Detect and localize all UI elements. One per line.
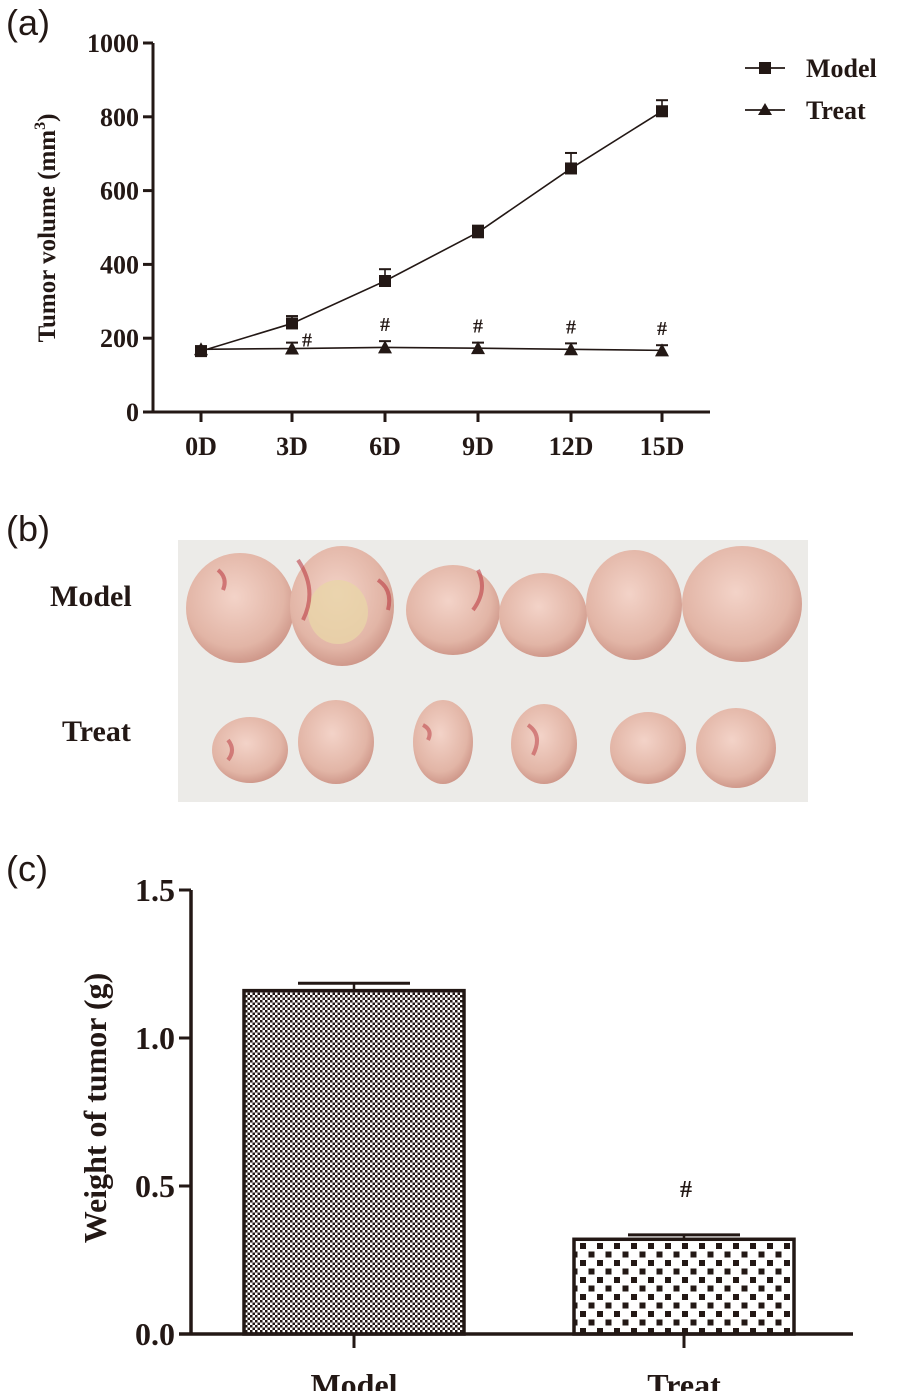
tumor-treat-6 [696, 708, 776, 788]
x-tick-label: 0D [185, 432, 217, 461]
y-tick-label: 0.5 [135, 1168, 175, 1204]
data-point-treat [194, 342, 208, 356]
y-tick-label: 1.5 [135, 872, 175, 908]
photo-row-label-treat: Treat [62, 715, 131, 748]
legend-marker-treat [758, 103, 772, 115]
y-tick-label: 200 [100, 324, 139, 353]
treat-tumors [212, 700, 776, 788]
data-point-model [379, 275, 391, 288]
x-tick-label: 3D [276, 432, 308, 461]
tumor-photo-drawing [186, 546, 802, 788]
y-tick-label: 1.0 [135, 1020, 175, 1056]
data-point-model [472, 226, 484, 239]
legend-label-treat: Treat [806, 96, 866, 125]
legend-label-model: Model [806, 54, 877, 83]
tumor-model-3 [406, 565, 500, 655]
y-tick-label: 400 [100, 250, 139, 279]
tumor-model-1 [186, 553, 294, 663]
tumor-treat-1 [212, 717, 288, 783]
tumor-photo [178, 540, 808, 802]
y-axis-title: Weight of tumor (g) [77, 973, 113, 1243]
y-tick-label: 600 [100, 177, 139, 206]
tumor-model-4 [499, 573, 587, 657]
blood-marks-treat [226, 723, 539, 762]
y-tick-label: 0 [126, 398, 139, 427]
significance-mark: # [380, 314, 390, 336]
tumor-treat-3 [413, 700, 473, 784]
bar-treat [572, 1237, 796, 1336]
y-tick-label: 800 [100, 103, 139, 132]
x-tick-label: 12D [549, 432, 594, 461]
tumor-volume-line-chart: 0 200 400 600 800 1000 0D 3D 6D 9D 12D 15D Tumor vol… [32, 29, 877, 461]
tumor-model-6 [682, 546, 802, 662]
y-tick-label: 1000 [87, 29, 139, 58]
tumor-weight-bar-chart: Model Treat 0.0 0.5 1.0 1.5 Weight of tumor (g… [77, 872, 853, 1391]
series-line-model [200, 110, 663, 352]
photo-row-label-model: Model [50, 580, 132, 613]
data-point-treat [471, 341, 485, 355]
data-point-model [565, 162, 577, 175]
tumor-treat-5 [610, 712, 686, 784]
model-tumors [186, 546, 802, 666]
tumor-model-2-core [308, 580, 368, 644]
y-tick-label: 0.0 [135, 1316, 175, 1352]
data-point-model [286, 317, 298, 330]
panel-label-b: (b) [6, 508, 50, 549]
series-line-treat [200, 346, 663, 352]
y-axis-title: Tumor volume (mm3) [32, 114, 61, 343]
data-point-treat [285, 341, 299, 355]
y-axis-title-superscript: 3 [32, 122, 49, 130]
significance-mark: # [302, 330, 312, 352]
panel-label-a: (a) [6, 2, 50, 43]
significance-mark: # [680, 1177, 692, 1203]
data-point-model [656, 105, 668, 118]
x-tick-label: 9D [462, 432, 494, 461]
panel-label-c: (c) [6, 848, 48, 889]
tumor-treat-4 [511, 704, 577, 784]
x-tick-label-treat: Treat [647, 1367, 721, 1391]
x-tick-label: 6D [369, 432, 401, 461]
significance-mark: # [566, 316, 576, 338]
data-point-treat [655, 343, 669, 357]
y-axis-title-close: ) [34, 114, 61, 122]
x-tick-label: 15D [640, 432, 685, 461]
y-axis-title-text: Tumor volume (mm [34, 130, 61, 343]
blood-marks-model [216, 558, 484, 621]
data-point-treat [378, 340, 392, 354]
data-point-treat [564, 342, 578, 356]
significance-mark: # [473, 316, 483, 338]
bar-model [242, 988, 466, 1336]
tumor-model-5 [586, 550, 682, 660]
significance-mark: # [657, 318, 667, 340]
x-tick-label-model: Model [310, 1367, 397, 1391]
tumor-treat-2 [298, 700, 374, 784]
legend-marker-model [759, 62, 771, 74]
